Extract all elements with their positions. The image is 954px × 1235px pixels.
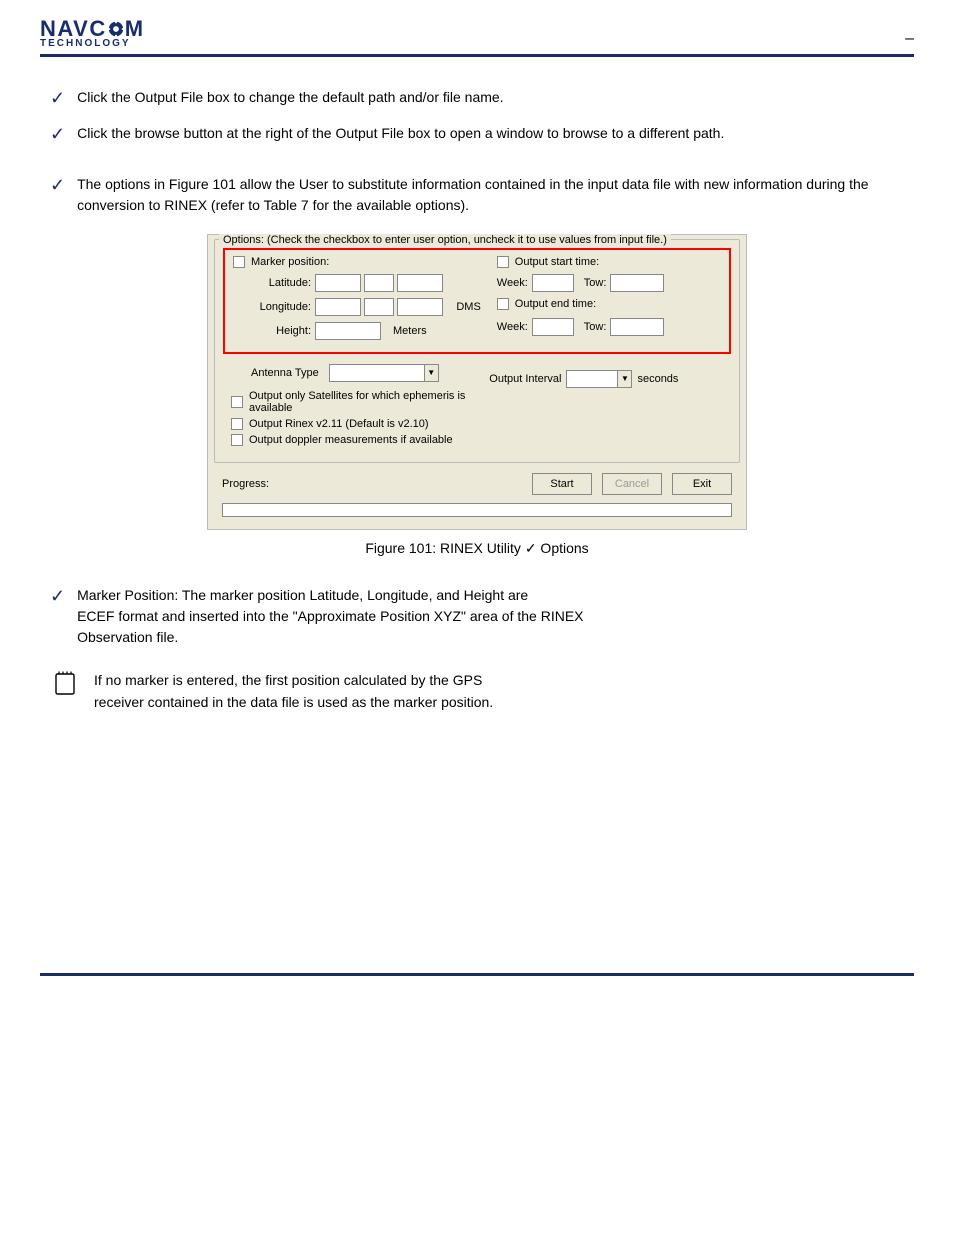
checkbox[interactable] (231, 418, 243, 430)
checkbox[interactable] (497, 256, 509, 268)
dms-label: DMS (456, 301, 480, 313)
page-number-dash: – (905, 30, 914, 48)
chevron-down-icon[interactable]: ▼ (617, 371, 631, 387)
end-week-input[interactable] (532, 318, 574, 336)
page-header: NAVC M TECHNOLOGY – (40, 20, 914, 57)
latitude-label: Latitude: (253, 277, 311, 289)
bullet-text-line: ECEF format and inserted into the "Appro… (77, 606, 914, 627)
progress-bar (222, 503, 732, 517)
lon-min-input[interactable] (364, 298, 394, 316)
below-red-region: Antenna Type ▼ Output only Satellites fo… (223, 354, 731, 454)
content-area: ✓ Click the Output File box to change th… (40, 87, 914, 713)
bullet-text: The options in Figure 101 allow the User… (77, 174, 914, 216)
cb-doppler-label: Output doppler measurements if available (249, 434, 453, 446)
lon-deg-input[interactable] (315, 298, 361, 316)
footer-rule (40, 973, 914, 976)
marker-position-label: Marker position: (251, 256, 329, 268)
height-row: Height: Meters (253, 322, 481, 340)
logo: NAVC M TECHNOLOGY (40, 20, 145, 48)
output-end-row[interactable]: Output end time: (497, 298, 721, 310)
start-button[interactable]: Start (532, 473, 592, 495)
cb-doppler-row[interactable]: Output doppler measurements if available (231, 434, 489, 446)
week-label: Week: (497, 277, 528, 289)
check-icon: ✓ (50, 174, 65, 197)
lat-deg-input[interactable] (315, 274, 361, 292)
check-icon: ✓ (50, 123, 65, 146)
figure-caption-b: Options (537, 540, 589, 556)
cb-rinex-row[interactable]: Output Rinex v2.11 (Default is v2.10) (231, 418, 489, 430)
rinex-options-panel: Options: (Check the checkbox to enter us… (207, 234, 747, 530)
cb-sat-label: Output only Satellites for which ephemer… (249, 390, 489, 414)
week-label: Week: (497, 321, 528, 333)
bullet-item: ✓ Marker Position: The marker position L… (40, 585, 914, 648)
figure-caption-a: Figure 101: RINEX Utility (365, 540, 525, 556)
lon-sec-input[interactable] (397, 298, 443, 316)
check-icon: ✓ (525, 540, 537, 556)
logo-text-right: M (125, 20, 145, 39)
bullet-text: Click the browse button at the right of … (77, 123, 914, 144)
bullet-item: ✓ Click the Output File box to change th… (40, 87, 914, 110)
height-input[interactable] (315, 322, 381, 340)
notepad-icon (54, 670, 76, 696)
longitude-label: Longitude: (253, 301, 311, 313)
seconds-label: seconds (637, 373, 678, 385)
output-start-label: Output start time: (515, 256, 599, 268)
marker-position-row[interactable]: Marker position: (233, 256, 481, 268)
checkbox[interactable] (231, 396, 243, 408)
height-label: Height: (253, 325, 311, 337)
bullet-item: ✓ The options in Figure 101 allow the Us… (40, 174, 914, 216)
note-line: If no marker is entered, the first posit… (94, 670, 914, 692)
note-line: receiver contained in the data file is u… (94, 692, 914, 714)
check-icon: ✓ (50, 87, 65, 110)
progress-bar-row (214, 501, 740, 523)
longitude-row: Longitude: (253, 298, 450, 316)
options-fieldset: Options: (Check the checkbox to enter us… (214, 239, 740, 463)
meters-label: Meters (393, 325, 427, 337)
latitude-row: Latitude: (253, 274, 481, 292)
highlighted-region: Marker position: Latitude: (223, 248, 731, 354)
fieldset-legend: Options: (Check the checkbox to enter us… (219, 234, 671, 246)
checkbox[interactable] (497, 298, 509, 310)
gear-icon (107, 20, 125, 38)
exit-button[interactable]: Exit (672, 473, 732, 495)
cb-sat-row[interactable]: Output only Satellites for which ephemer… (231, 390, 489, 414)
end-tow-input[interactable] (610, 318, 664, 336)
logo-text-left: NAVC (40, 20, 107, 39)
start-time-inputs: Week: Tow: (497, 274, 721, 292)
check-icon: ✓ (50, 585, 65, 608)
progress-row: Progress: Start Cancel Exit (214, 467, 740, 501)
lat-min-input[interactable] (364, 274, 394, 292)
bullet-text: Click the Output File box to change the … (77, 87, 914, 108)
screenshot-container: Options: (Check the checkbox to enter us… (40, 234, 914, 530)
tow-label: Tow: (584, 321, 607, 333)
start-tow-input[interactable] (610, 274, 664, 292)
checkbox[interactable] (233, 256, 245, 268)
checkbox[interactable] (231, 434, 243, 446)
output-end-label: Output end time: (515, 298, 596, 310)
cancel-button[interactable]: Cancel (602, 473, 662, 495)
end-time-inputs: Week: Tow: (497, 318, 721, 336)
bullet-text-line: Marker Position: The marker position Lat… (77, 585, 914, 606)
start-week-input[interactable] (532, 274, 574, 292)
output-interval-label: Output Interval (489, 373, 561, 385)
progress-label: Progress: (222, 478, 522, 490)
logo-subtext: TECHNOLOGY (40, 40, 145, 49)
lat-sec-input[interactable] (397, 274, 443, 292)
output-interval-dropdown[interactable]: ▼ (566, 370, 632, 388)
antenna-type-row: Antenna Type ▼ (251, 364, 489, 382)
antenna-type-dropdown[interactable]: ▼ (329, 364, 439, 382)
note-block: If no marker is entered, the first posit… (40, 670, 914, 713)
output-start-row[interactable]: Output start time: (497, 256, 721, 268)
antenna-type-label: Antenna Type (251, 367, 319, 379)
cb-rinex-label: Output Rinex v2.11 (Default is v2.10) (249, 418, 429, 430)
chevron-down-icon[interactable]: ▼ (424, 365, 438, 381)
figure-caption: Figure 101: RINEX Utility ✓ Options (40, 540, 914, 557)
tow-label: Tow: (584, 277, 607, 289)
bullet-text-line: Observation file. (77, 627, 914, 648)
bullet-item: ✓ Click the browse button at the right o… (40, 123, 914, 146)
